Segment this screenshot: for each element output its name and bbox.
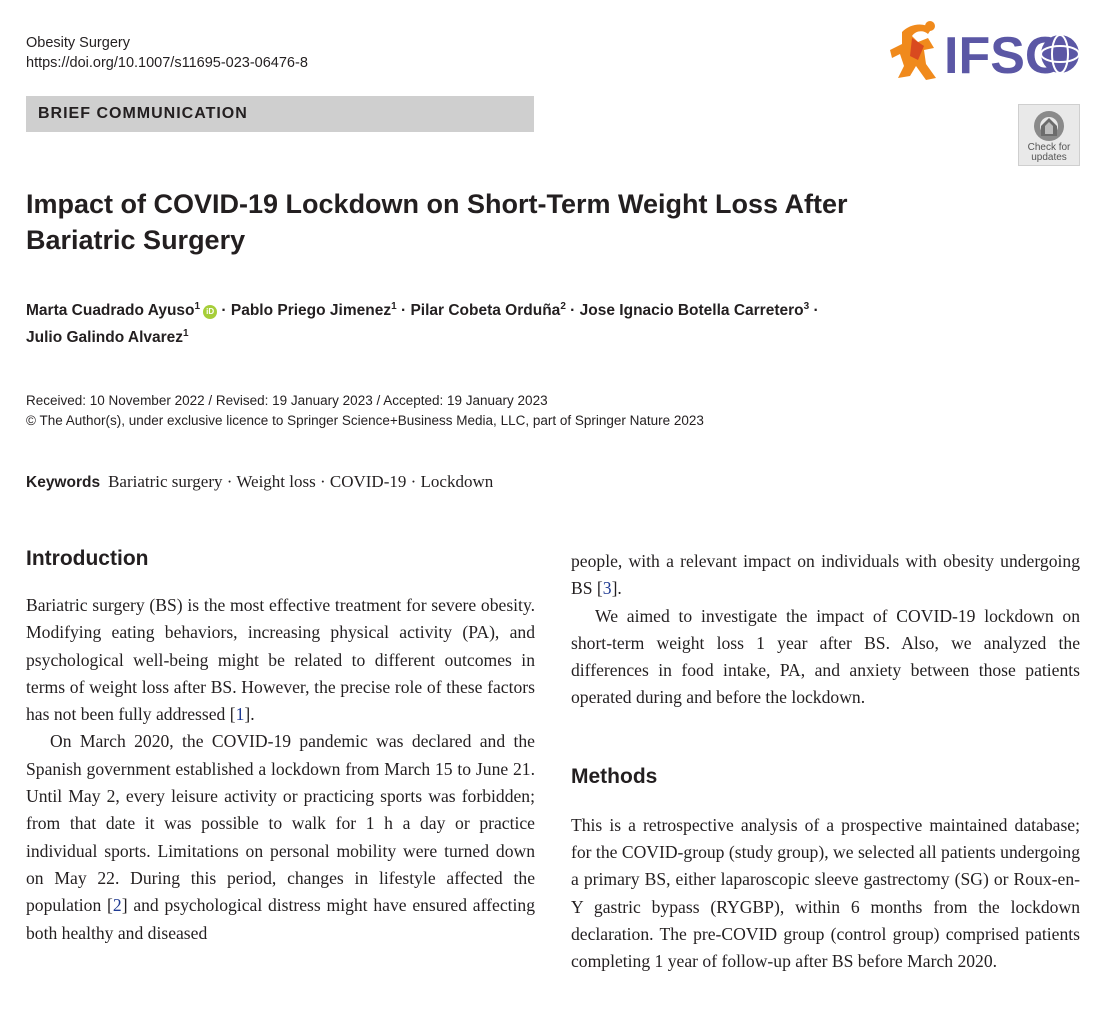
check-updates-line2: updates: [1031, 152, 1067, 163]
methods-paragraph: This is a retrospective analysis of a pr…: [571, 814, 1080, 972]
title-line1: Impact of COVID-19 Lockdown on Short-Ter…: [26, 189, 848, 219]
article-title: Impact of COVID-19 Lockdown on Short-Ter…: [26, 186, 926, 258]
author-list: Marta Cuadrado Ayuso1 iD · Pablo Priego J…: [26, 301, 819, 347]
author-affiliation: 2: [560, 301, 566, 312]
runner-head-icon: [925, 21, 935, 31]
title-line2: Bariatric Surgery: [26, 225, 246, 255]
keywords-text: Bariatric surgery · Weight loss · COVID-…: [108, 472, 494, 491]
author-affiliation: 1: [391, 301, 397, 312]
intro-paragraph-2: On March 2020, the COVID-19 pandemic was…: [26, 731, 535, 943]
right-column: people, with a relevant impact on indivi…: [571, 548, 1080, 976]
check-updates-line1: Check for: [1027, 142, 1071, 153]
keywords: Keywords Bariatric surgery · Weight loss …: [26, 470, 493, 495]
orcid-icon[interactable]: iD: [203, 305, 218, 319]
journal-name: Obesity Surgery: [26, 35, 130, 51]
journal-header: Obesity Surgery https://doi.org/10.1007/…: [26, 33, 308, 73]
methods-heading: Methods: [571, 764, 658, 788]
copyright-line: © The Author(s), under exclusive licence…: [26, 413, 704, 428]
intro-paragraph-1: Bariatric surgery (BS) is the most effec…: [26, 595, 535, 725]
author-affiliation: 1: [183, 328, 189, 339]
runner-shadow-icon: [910, 38, 924, 60]
globe-latitude: [1040, 45, 1080, 63]
check-updates-icon: [1034, 111, 1064, 141]
author-name[interactable]: Marta Cuadrado Ayuso: [26, 302, 195, 319]
author-name[interactable]: Pilar Cobeta Orduña: [410, 302, 561, 319]
article-type-banner: BRIEF COMMUNICATION: [26, 96, 534, 132]
globe-icon: [1041, 35, 1079, 73]
citation-link[interactable]: 1: [235, 704, 245, 725]
publication-dates: Received: 10 November 2022 / Revised: 19…: [26, 391, 704, 431]
citation-link[interactable]: 2: [112, 895, 122, 916]
left-column: Introduction Bariatric surgery (BS) is t…: [26, 544, 535, 947]
doi-link[interactable]: https://doi.org/10.1007/s11695-023-06476…: [26, 55, 308, 71]
aim-paragraph: We aimed to investigate the impact of CO…: [571, 605, 1080, 708]
check-for-updates-button[interactable]: Check for updates: [1018, 104, 1080, 166]
globe-longitude: [1051, 34, 1069, 74]
author-name[interactable]: Julio Galindo Alvarez: [26, 329, 184, 346]
intro-paragraph-continued: people, with a relevant impact on indivi…: [571, 551, 1080, 599]
ifso-logo-graphic: IFSO: [890, 21, 1080, 85]
author-name[interactable]: Jose Ignacio Botella Carretero: [579, 302, 804, 319]
ifso-logo: IFSO: [888, 20, 1084, 85]
keywords-label: Keywords: [26, 474, 101, 491]
author-affiliation: 1: [194, 301, 201, 312]
introduction-heading: Introduction: [26, 547, 149, 570]
author-name[interactable]: Pablo Priego Jimenez: [230, 302, 392, 319]
dates-line: Received: 10 November 2022 / Revised: 19…: [26, 393, 548, 408]
author-affiliation: 3: [803, 301, 810, 312]
citation-link[interactable]: 3: [602, 578, 612, 599]
